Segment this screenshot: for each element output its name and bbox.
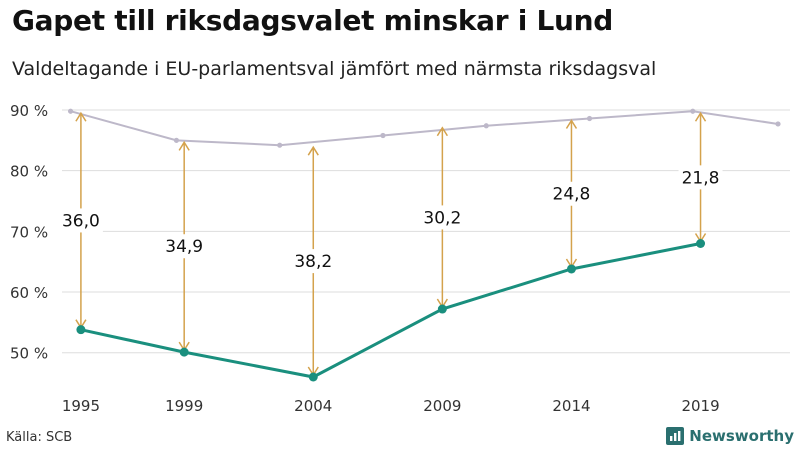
gap-arrow-head-top	[694, 111, 707, 122]
point-eu	[566, 264, 576, 274]
point-eu	[308, 372, 318, 382]
gap-label: 24,8	[553, 185, 591, 205]
gap-label: 21,8	[682, 168, 720, 188]
series-line-riksdag	[70, 110, 779, 147]
chart-subtitle: Valdeltagande i EU-parlamentsval jämfört…	[12, 58, 657, 80]
x-tick-label: 2019	[681, 397, 719, 415]
point-eu	[76, 325, 86, 335]
gap-arrow-head-top	[436, 126, 448, 137]
point-riksdag	[277, 142, 283, 148]
gap-arrow-head-top	[75, 111, 87, 122]
y-tick-label: 70 %	[10, 223, 48, 241]
point-riksdag	[775, 121, 781, 127]
gap-arrow-head-top	[178, 140, 190, 151]
gap-label: 38,2	[294, 252, 332, 272]
gap-label-bg	[58, 208, 103, 233]
x-tick-label: 2009	[423, 397, 461, 415]
point-eu	[179, 347, 189, 357]
gap-label: 30,2	[423, 208, 461, 228]
x-tick-label: 2014	[552, 397, 590, 415]
gap-arrow-head-top	[565, 119, 578, 129]
point-eu	[696, 239, 706, 248]
y-tick-label: 50 %	[10, 345, 48, 363]
point-eu	[437, 304, 447, 314]
brand-name: Newsworthy	[689, 427, 794, 445]
point-riksdag	[483, 123, 489, 129]
gap-label-bg	[678, 165, 723, 190]
point-riksdag	[586, 115, 593, 122]
point-riksdag	[380, 132, 386, 139]
y-tick-label: 60 %	[10, 284, 48, 302]
y-tick-label: 80 %	[10, 163, 48, 181]
x-tick-label: 1999	[165, 397, 203, 415]
series-line-eu	[80, 242, 701, 379]
point-riksdag	[67, 108, 74, 114]
point-riksdag	[690, 108, 696, 114]
brand: Newsworthy	[666, 427, 794, 445]
x-tick-label: 1995	[62, 397, 100, 415]
x-tick-label: 2004	[294, 397, 332, 415]
gap-label: 36,0	[62, 211, 100, 231]
gap-label-bg	[291, 249, 336, 274]
bar-chart-icon	[666, 427, 685, 445]
point-riksdag	[173, 137, 180, 143]
gap-label: 34,9	[165, 237, 203, 257]
chart-title: Gapet till riksdagsvalet minskar i Lund	[12, 4, 614, 37]
y-tick-label: 90 %	[10, 102, 48, 120]
gap-label-bg	[549, 181, 594, 206]
gap-arrow-head-top	[307, 145, 319, 156]
gap-label-bg	[162, 234, 207, 259]
gap-label-bg	[420, 205, 465, 230]
source-note: Källa: SCB	[6, 430, 73, 445]
